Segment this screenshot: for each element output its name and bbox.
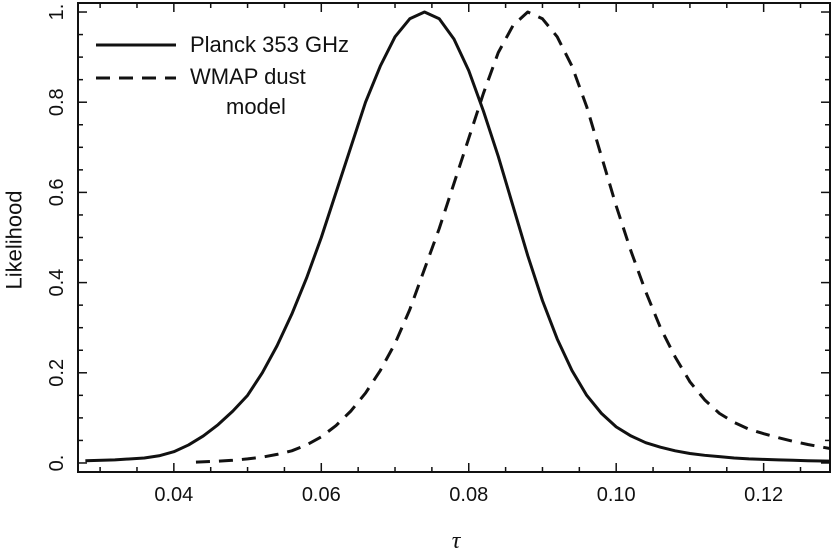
legend: Planck 353 GHz WMAP dust model <box>96 32 349 119</box>
x-tick-label: 0.12 <box>744 484 783 506</box>
legend-label-wmap-dust-model-line2: model <box>226 94 286 119</box>
y-tick-label: 0. <box>46 455 68 472</box>
series-line-planck-353ghz <box>85 10 830 463</box>
x-tick-label: 0.08 <box>449 484 488 506</box>
legend-label-wmap-dust-model: WMAP dust <box>190 64 306 89</box>
x-tick-label: 0.06 <box>302 484 341 506</box>
y-axis-title: Likelihood <box>2 190 27 289</box>
y-tick-label: 1. <box>46 4 68 21</box>
y-tick-label: 0.8 <box>46 88 68 116</box>
x-tick-label: 0.10 <box>597 484 636 506</box>
y-tick-label: 0.6 <box>46 178 68 206</box>
y-tick-label: 0.4 <box>46 269 68 297</box>
x-tick-label: 0.04 <box>154 484 193 506</box>
y-tick-label: 0.2 <box>46 359 68 387</box>
legend-label-planck-353ghz: Planck 353 GHz <box>190 32 349 57</box>
series-line-wmap-dust-model <box>195 10 830 464</box>
x-axis-title: τ <box>452 528 462 554</box>
